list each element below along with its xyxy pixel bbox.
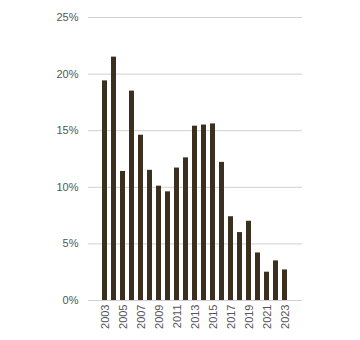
svg-text:2015: 2015: [207, 305, 219, 329]
svg-text:2013: 2013: [189, 305, 201, 329]
svg-text:2005: 2005: [117, 305, 129, 329]
svg-text:2011: 2011: [171, 305, 183, 329]
svg-text:20%: 20%: [56, 68, 78, 80]
svg-text:2021: 2021: [261, 305, 273, 329]
svg-text:5%: 5%: [63, 237, 79, 249]
svg-text:2003: 2003: [99, 305, 111, 329]
svg-text:25%: 25%: [56, 11, 78, 23]
svg-text:0%: 0%: [63, 294, 79, 306]
svg-text:15%: 15%: [56, 124, 78, 136]
svg-text:2023: 2023: [279, 305, 291, 329]
svg-text:10%: 10%: [56, 181, 78, 193]
svg-text:2007: 2007: [135, 305, 147, 329]
svg-text:2009: 2009: [153, 305, 165, 329]
svg-text:2017: 2017: [225, 305, 237, 329]
svg-text:2019: 2019: [243, 305, 255, 329]
